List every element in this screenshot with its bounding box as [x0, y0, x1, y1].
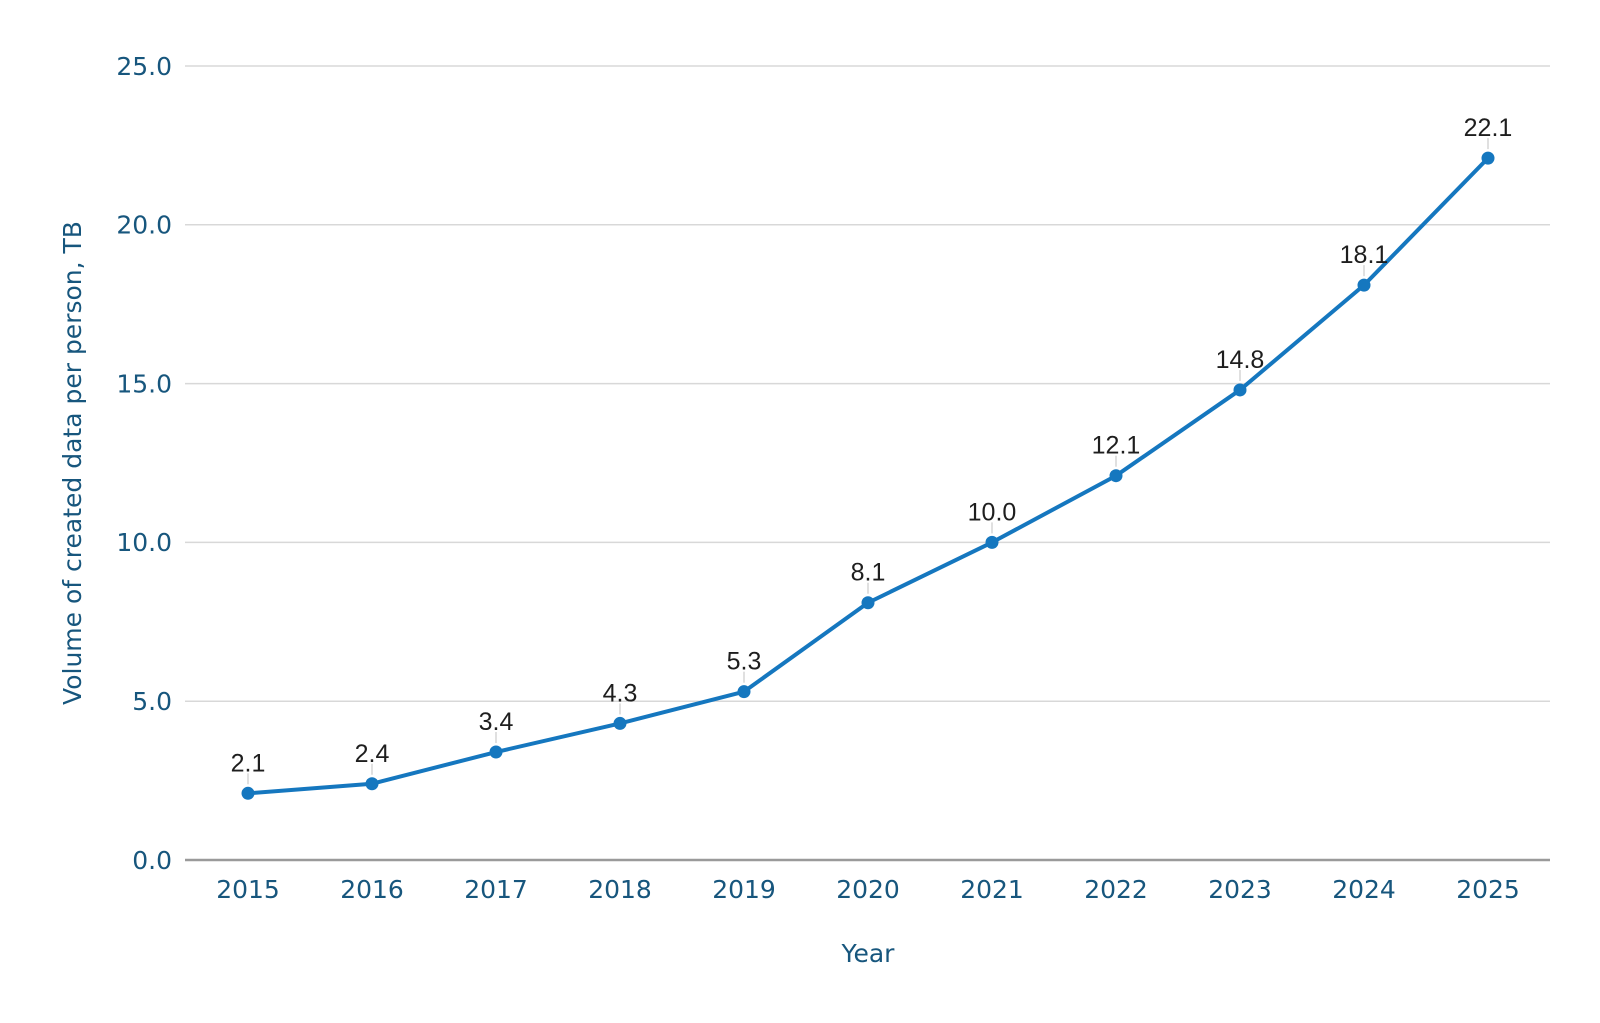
data-point — [613, 716, 627, 730]
y-tick-label: 10.0 — [116, 528, 172, 557]
x-axis-title: Year — [841, 939, 896, 968]
y-tick-label: 0.0 — [132, 846, 172, 875]
data-point — [1481, 151, 1495, 165]
data-point-label: 8.1 — [851, 559, 886, 587]
data-point-label: 22.1 — [1464, 114, 1513, 142]
data-point — [861, 596, 875, 610]
series-layer — [241, 138, 1495, 800]
data-point — [1233, 383, 1247, 397]
y-tick-label: 15.0 — [116, 369, 172, 398]
tick-layer: 0.0 5.0 10.0 15.0 20.0 25.0 2015 2016 2017 2018 20… — [116, 52, 1519, 904]
data-point — [737, 685, 751, 699]
data-point — [985, 535, 999, 549]
x-tick-label: 2019 — [712, 875, 776, 904]
y-tick-label: 20.0 — [116, 211, 172, 240]
y-axis-title: Volume of created data per person, TB — [58, 221, 87, 705]
data-point-label: 10.0 — [968, 498, 1017, 526]
y-tick-label: 5.0 — [132, 687, 172, 716]
data-point — [1109, 469, 1123, 483]
data-point-label: 12.1 — [1092, 432, 1141, 460]
data-point — [365, 777, 379, 791]
data-point-label: 14.8 — [1216, 346, 1265, 374]
data-point — [1357, 278, 1371, 292]
y-tick-label: 25.0 — [116, 52, 172, 81]
x-tick-label: 2021 — [960, 875, 1024, 904]
data-point-label: 4.3 — [603, 679, 638, 707]
data-point-label: 3.4 — [479, 708, 514, 736]
data-point-label: 2.1 — [231, 749, 266, 777]
data-label-layer: 2.1 2.4 3.4 4.3 5.3 8.1 10.0 12.1 14.8 18.1 22.1 — [231, 114, 1513, 777]
grid-layer — [185, 65, 1550, 862]
x-tick-label: 2025 — [1456, 875, 1520, 904]
data-point-label: 2.4 — [355, 740, 390, 768]
data-point — [241, 786, 255, 800]
x-tick-label: 2017 — [464, 875, 528, 904]
x-tick-label: 2016 — [340, 875, 404, 904]
x-tick-label: 2020 — [836, 875, 900, 904]
data-point-label: 18.1 — [1340, 241, 1389, 269]
x-tick-label: 2015 — [216, 875, 280, 904]
data-point-label: 5.3 — [727, 648, 762, 676]
x-tick-label: 2018 — [588, 875, 652, 904]
x-tick-label: 2023 — [1208, 875, 1272, 904]
data-point — [489, 745, 503, 759]
x-tick-label: 2022 — [1084, 875, 1148, 904]
series-line — [246, 156, 1490, 796]
x-tick-label: 2024 — [1332, 875, 1396, 904]
